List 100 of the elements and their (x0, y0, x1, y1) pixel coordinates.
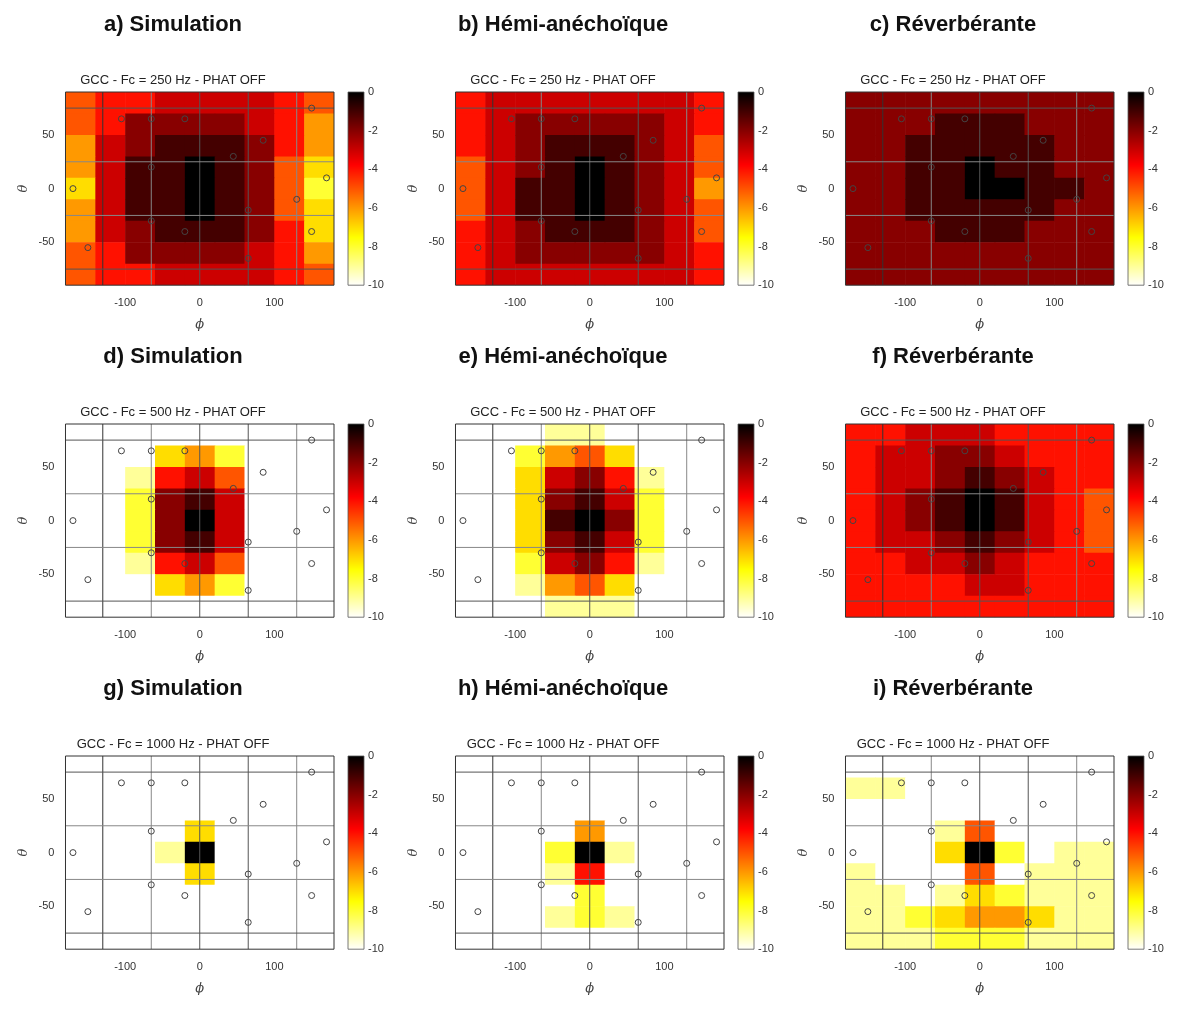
point (961, 228, 969, 236)
color-bar-label: -8 (368, 239, 378, 252)
y-axis-title: θ (405, 848, 421, 857)
point (571, 115, 579, 123)
color-bar-label: -2 (368, 787, 378, 800)
y-tick-label: 0 (438, 845, 445, 858)
point (1024, 918, 1032, 926)
y-tick-label: 50 (42, 127, 55, 140)
point (1073, 859, 1081, 867)
color-bar-label: -8 (1148, 571, 1158, 584)
point (229, 484, 237, 492)
point (181, 115, 189, 123)
x-axis-title: ϕ (975, 647, 985, 663)
color-bar-label: 0 (1148, 85, 1155, 98)
point (698, 560, 706, 568)
y-axis-title: θ (795, 516, 811, 525)
chart-title: g) Simulation (103, 675, 243, 701)
point (619, 484, 627, 492)
point (927, 779, 935, 787)
point (181, 779, 189, 787)
point (571, 447, 579, 455)
y-axis-title: θ (15, 848, 31, 857)
point (147, 881, 155, 889)
chart-title: d) Simulation (103, 343, 243, 369)
point (259, 136, 267, 144)
y-tick-label: 0 (828, 513, 835, 526)
color-bar-label: 0 (1148, 749, 1155, 762)
point (1103, 506, 1111, 514)
chart-title: a) Simulation (103, 11, 243, 37)
y-tick-label: -50 (428, 235, 445, 248)
point (229, 816, 237, 824)
x-tick-label: 0 (976, 959, 983, 972)
y-tick-label: 0 (828, 181, 835, 194)
point (634, 254, 642, 262)
color-bar-label: -4 (758, 826, 768, 839)
point (961, 115, 969, 123)
chart-subtitle: GCC - Fc = 500 Hz - PHAT OFF (860, 403, 1046, 419)
point (537, 779, 545, 787)
point (927, 115, 935, 123)
y-tick-label: -50 (38, 235, 55, 248)
point (698, 892, 706, 900)
color-bar-label: -10 (758, 610, 774, 623)
color-bar-label: -2 (1148, 123, 1158, 136)
point (537, 217, 545, 225)
point (1073, 527, 1081, 535)
y-tick-label: 50 (42, 791, 55, 804)
color-bar-label: -8 (368, 903, 378, 916)
point (147, 827, 155, 835)
x-tick-label: 0 (976, 295, 983, 308)
point (849, 185, 857, 193)
point (571, 560, 579, 568)
point (474, 576, 482, 584)
color-bar-label: -4 (1148, 162, 1158, 175)
color-bar-label: -2 (1148, 787, 1158, 800)
point (69, 517, 77, 525)
color-bar-label: 0 (368, 749, 375, 762)
y-tick-label: 50 (432, 791, 445, 804)
x-axis-title: ϕ (195, 979, 205, 995)
point (927, 881, 935, 889)
chart-title: b) Hémi-anéchoïque (457, 11, 669, 37)
point (84, 576, 92, 584)
color-bar-label: 0 (1148, 417, 1155, 430)
x-tick-label: 100 (265, 959, 284, 972)
point (244, 918, 252, 926)
color-bar-label: -6 (368, 200, 378, 213)
point (927, 827, 935, 835)
y-tick-label: 50 (822, 791, 835, 804)
point (323, 506, 331, 514)
point (1009, 152, 1017, 160)
point (713, 838, 721, 846)
point (474, 244, 482, 252)
point (69, 185, 77, 193)
point (537, 881, 545, 889)
chart-subtitle: GCC - Fc = 250 Hz - PHAT OFF (470, 71, 656, 87)
point (244, 586, 252, 594)
point (698, 436, 706, 444)
color-bar-label: -10 (758, 278, 774, 291)
y-axis-title: θ (15, 184, 31, 193)
color-bar-label: -6 (368, 532, 378, 545)
y-tick-label: 50 (822, 127, 835, 140)
x-tick-label: 0 (586, 627, 593, 640)
y-tick-label: -50 (38, 899, 55, 912)
point (308, 768, 316, 776)
color-bar-label: -6 (368, 864, 378, 877)
color-bar-label: -8 (368, 571, 378, 584)
point (259, 800, 267, 808)
y-tick-label: -50 (428, 899, 445, 912)
point (571, 892, 579, 900)
y-tick-label: 0 (438, 181, 445, 194)
x-tick-label: 100 (655, 627, 674, 640)
y-axis-title: θ (15, 516, 31, 525)
color-bar-label: -2 (758, 123, 768, 136)
x-tick-label: -100 (894, 959, 917, 972)
point (181, 560, 189, 568)
point (1088, 892, 1096, 900)
point (571, 228, 579, 236)
point (537, 115, 545, 123)
color-bar-label: 0 (758, 85, 765, 98)
chart-subtitle: GCC - Fc = 250 Hz - PHAT OFF (80, 71, 266, 87)
x-tick-label: 100 (1045, 295, 1064, 308)
